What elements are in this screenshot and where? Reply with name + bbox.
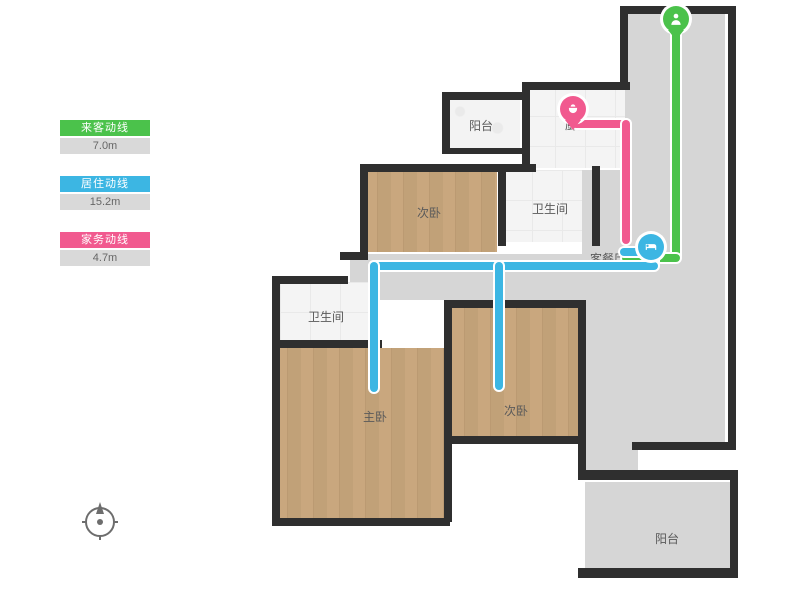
legend-value: 4.7m <box>60 250 150 266</box>
room-label: 次卧 <box>504 402 528 419</box>
room-label: 主卧 <box>363 408 387 425</box>
legend-swatch: 居住动线 <box>60 176 150 192</box>
legend-swatch: 来客动线 <box>60 120 150 136</box>
wall <box>592 166 600 246</box>
wall <box>498 166 506 246</box>
wall <box>620 6 628 84</box>
wall <box>442 92 450 152</box>
wall <box>272 276 280 526</box>
room-label: 卫生间 <box>308 308 344 325</box>
room-label: 阳台 <box>469 117 493 134</box>
room-label: 阳台 <box>655 530 679 547</box>
wall <box>360 164 368 256</box>
room-bed2-b <box>452 304 582 440</box>
wall <box>444 300 586 308</box>
wall <box>444 436 586 444</box>
legend: 来客动线 7.0m 居住动线 15.2m 家务动线 4.7m <box>60 120 150 288</box>
wall <box>522 82 630 90</box>
path-chore <box>622 120 630 244</box>
wall <box>578 568 738 578</box>
marker-living-pin <box>638 234 664 260</box>
legend-value: 15.2m <box>60 194 150 210</box>
legend-item-chore: 家务动线 4.7m <box>60 232 150 266</box>
wall <box>272 518 450 526</box>
marker-entry-pin <box>663 6 689 32</box>
wall <box>728 6 736 448</box>
compass-icon <box>80 500 120 540</box>
marker-pin-tail <box>565 120 581 130</box>
path-living_path <box>370 262 658 270</box>
legend-item-guest: 来客动线 7.0m <box>60 120 150 154</box>
wall <box>730 470 738 578</box>
legend-value: 7.0m <box>60 138 150 154</box>
wall <box>578 470 738 480</box>
wall <box>578 300 586 476</box>
wall <box>442 92 524 100</box>
room-label: 次卧 <box>417 204 441 221</box>
room-label: 卫生间 <box>532 200 568 217</box>
path-living_path <box>495 262 503 390</box>
wall <box>272 340 382 348</box>
legend-swatch: 家务动线 <box>60 232 150 248</box>
marker-pin-tail <box>668 30 684 40</box>
path-guest <box>672 30 680 260</box>
marker-kitchen-pin <box>560 96 586 122</box>
wall <box>340 252 368 260</box>
floorplan: 厨房阳台次卧卫生间卫生间客餐厅主卧次卧阳台 <box>220 0 780 600</box>
legend-item-living: 居住动线 15.2m <box>60 176 150 210</box>
wall <box>360 164 536 172</box>
wall <box>272 276 348 284</box>
room-balcony-bot <box>585 482 735 574</box>
wall <box>444 300 452 522</box>
wall <box>442 148 524 154</box>
wall <box>632 442 736 450</box>
room-master <box>275 348 447 518</box>
path-living_path <box>370 262 378 392</box>
